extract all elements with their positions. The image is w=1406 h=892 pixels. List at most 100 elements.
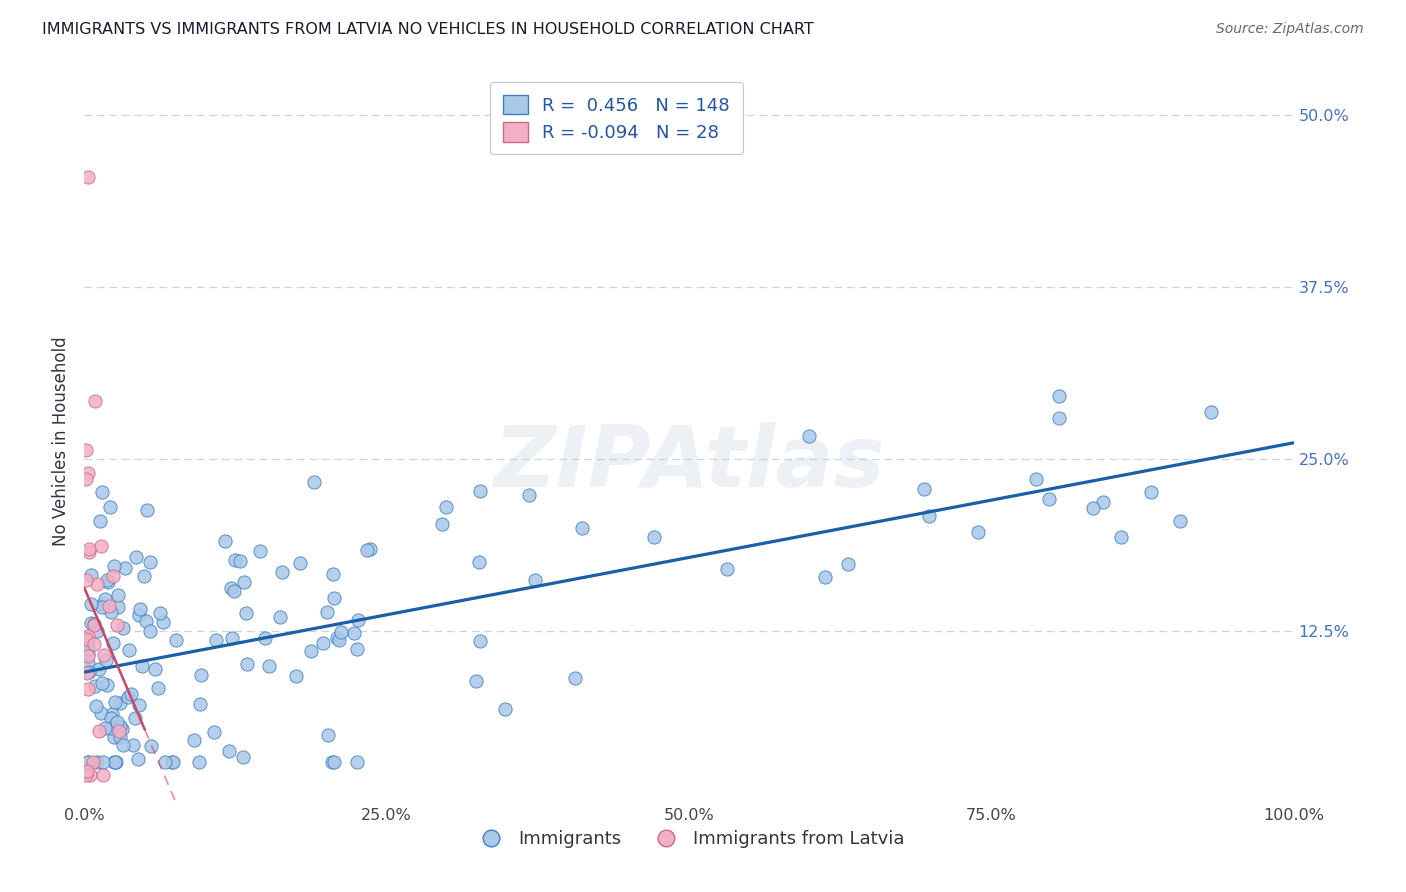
Point [90, 706, 112, 721]
Point [312, 636, 335, 650]
Point [108, 719, 131, 733]
Point [135, 503, 157, 517]
Point [83, 637, 105, 651]
Point [89, 662, 111, 676]
Point [90, 484, 112, 499]
Point [321, 755, 343, 769]
Point [814, 570, 837, 584]
Point [322, 591, 344, 605]
Point [232, 574, 254, 589]
Point [91, 676, 114, 690]
Point [149, 606, 172, 620]
Point [111, 722, 134, 736]
Point [96, 653, 118, 667]
Point [135, 614, 157, 628]
Point [77, 641, 100, 656]
Point [111, 738, 134, 752]
Point [87, 724, 110, 739]
Point [138, 555, 160, 569]
Point [232, 750, 254, 764]
Point [75, 472, 97, 486]
Text: ZIPAtlas: ZIPAtlas [494, 422, 884, 505]
Point [249, 544, 271, 558]
Point [122, 739, 145, 753]
Point [100, 711, 122, 725]
Point [837, 557, 859, 571]
Point [162, 755, 184, 769]
Point [91, 598, 114, 612]
Point [235, 606, 257, 620]
Point [1038, 491, 1060, 506]
Point [114, 561, 136, 575]
Point [80, 615, 103, 630]
Point [165, 632, 187, 647]
Point [97, 599, 120, 613]
Point [284, 669, 307, 683]
Point [75, 573, 97, 587]
Point [77, 755, 100, 769]
Point [77, 466, 100, 480]
Point [236, 657, 259, 671]
Point [86, 577, 108, 591]
Point [96, 677, 118, 691]
Point [304, 475, 326, 490]
Point [468, 634, 491, 648]
Point [1081, 501, 1104, 516]
Point [1168, 514, 1191, 528]
Point [187, 755, 209, 769]
Point [77, 169, 100, 184]
Point [221, 631, 243, 645]
Point [77, 656, 100, 670]
Point [1109, 530, 1132, 544]
Point [347, 613, 370, 627]
Point [326, 631, 349, 645]
Point [77, 647, 100, 661]
Text: IMMIGRANTS VS IMMIGRANTS FROM LATVIA NO VEHICLES IN HOUSEHOLD CORRELATION CHART: IMMIGRANTS VS IMMIGRANTS FROM LATVIA NO … [42, 22, 814, 37]
Point [1092, 495, 1115, 509]
Point [108, 724, 131, 739]
Point [98, 721, 121, 735]
Point [269, 610, 291, 624]
Point [93, 648, 115, 663]
Point [202, 725, 225, 739]
Point [162, 755, 184, 769]
Point [519, 488, 541, 502]
Point [80, 567, 103, 582]
Point [76, 629, 98, 643]
Point [111, 621, 134, 635]
Point [643, 530, 665, 544]
Point [120, 687, 142, 701]
Point [103, 636, 125, 650]
Point [77, 542, 100, 557]
Point [468, 555, 491, 569]
Point [77, 665, 100, 679]
Point [108, 696, 131, 710]
Point [84, 699, 107, 714]
Point [77, 648, 100, 663]
Point [918, 508, 941, 523]
Point [77, 545, 100, 559]
Point [98, 500, 121, 515]
Point [152, 615, 174, 629]
Point [100, 606, 122, 620]
Point [432, 516, 454, 531]
Point [1047, 411, 1070, 425]
Point [82, 755, 104, 769]
Point [359, 542, 381, 557]
Point [86, 755, 108, 769]
Point [301, 644, 323, 658]
Point [104, 696, 127, 710]
Point [316, 728, 339, 742]
Point [110, 730, 132, 744]
Point [83, 618, 105, 632]
Point [468, 484, 491, 499]
Point [89, 514, 111, 528]
Point [1139, 485, 1161, 500]
Point [799, 429, 821, 443]
Point [107, 599, 129, 614]
Point [125, 549, 148, 564]
Point [224, 583, 246, 598]
Point [346, 755, 368, 769]
Point [77, 682, 100, 697]
Point [104, 755, 127, 769]
